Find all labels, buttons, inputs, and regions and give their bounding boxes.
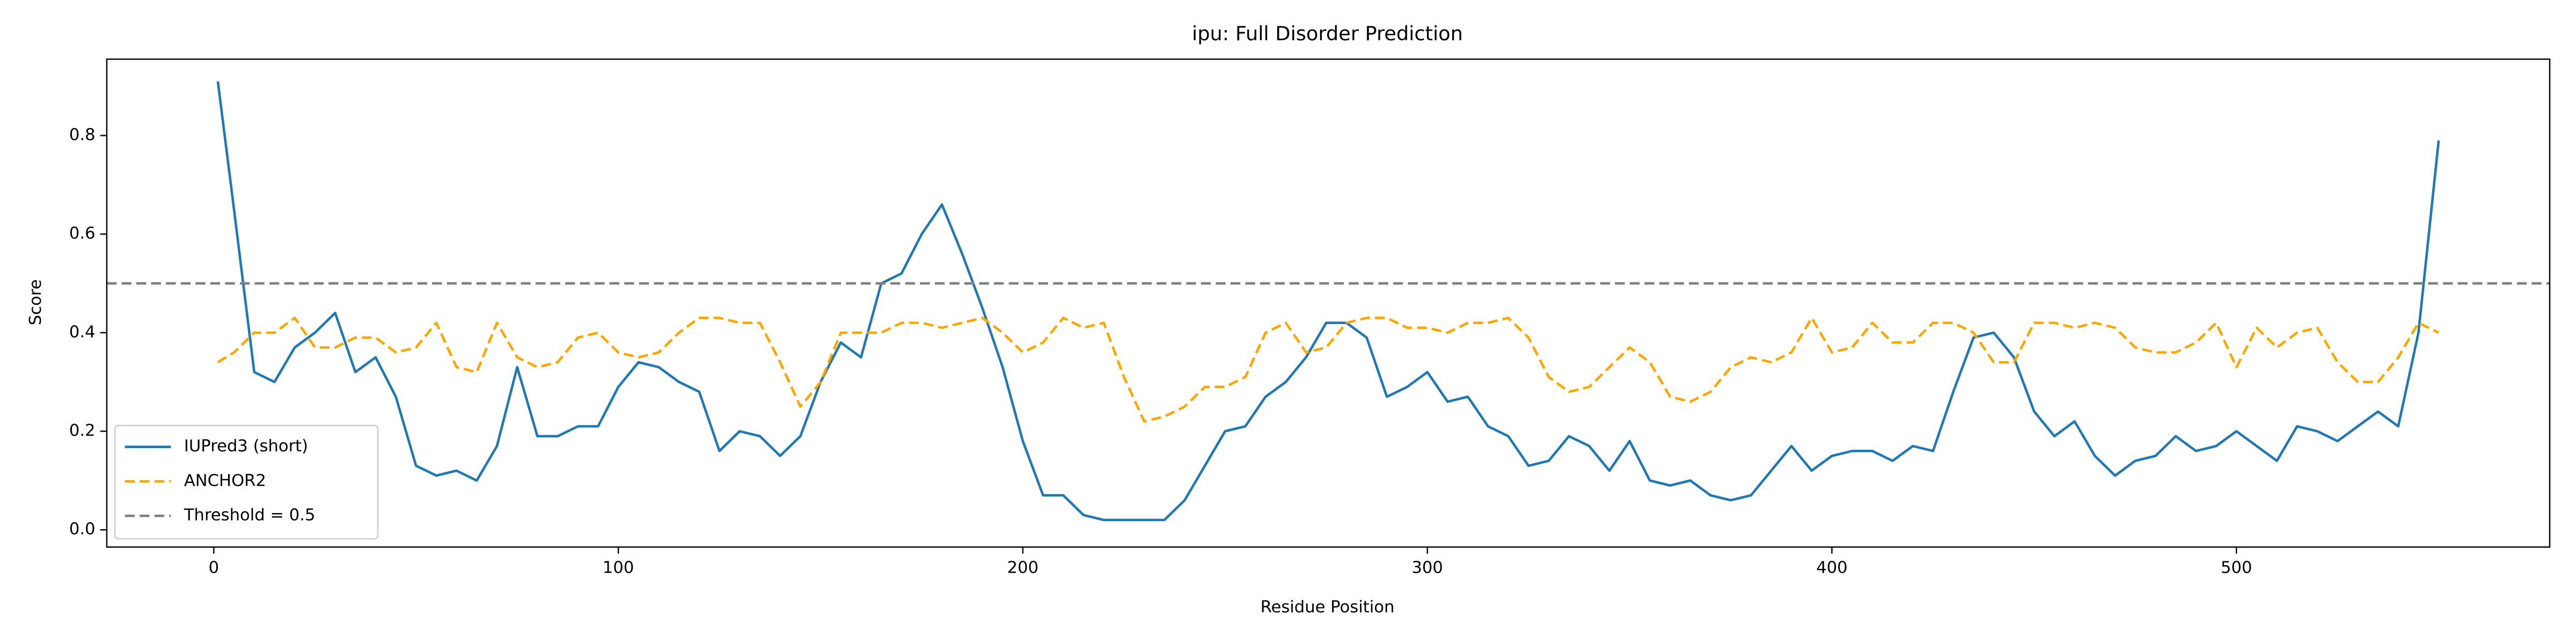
series-line [217,317,2440,423]
x-tick-label: 500 [2221,559,2252,577]
x-tick-label: 200 [1007,559,1038,577]
legend-label: Threshold = 0.5 [184,506,316,525]
y-tick-label: 0.8 [69,126,96,144]
x-axis-label: Residue Position [1261,598,1395,617]
chart-title: ipu: Full Disorder Prediction [1192,22,1463,45]
legend-box [114,425,379,540]
x-tick-label: 0 [209,559,219,577]
y-axis-label: Score [26,279,45,325]
plot-frame [106,58,2551,548]
legend: IUPred3 (short) ANCHOR2 Threshold = 0.5 [114,425,379,540]
y-tick-label: 0.6 [69,224,96,243]
x-tick-label: 400 [1816,559,1847,577]
y-tick-label: 0.2 [69,421,96,440]
y-tick-label: 0.4 [69,323,96,341]
series-line [216,81,2440,522]
x-tick-label: 100 [603,559,634,577]
legend-label: ANCHOR2 [184,471,266,490]
x-tick-label: 300 [1411,559,1443,577]
y-tick-label: 0.0 [69,520,96,539]
legend-label: IUPred3 (short) [184,437,308,456]
